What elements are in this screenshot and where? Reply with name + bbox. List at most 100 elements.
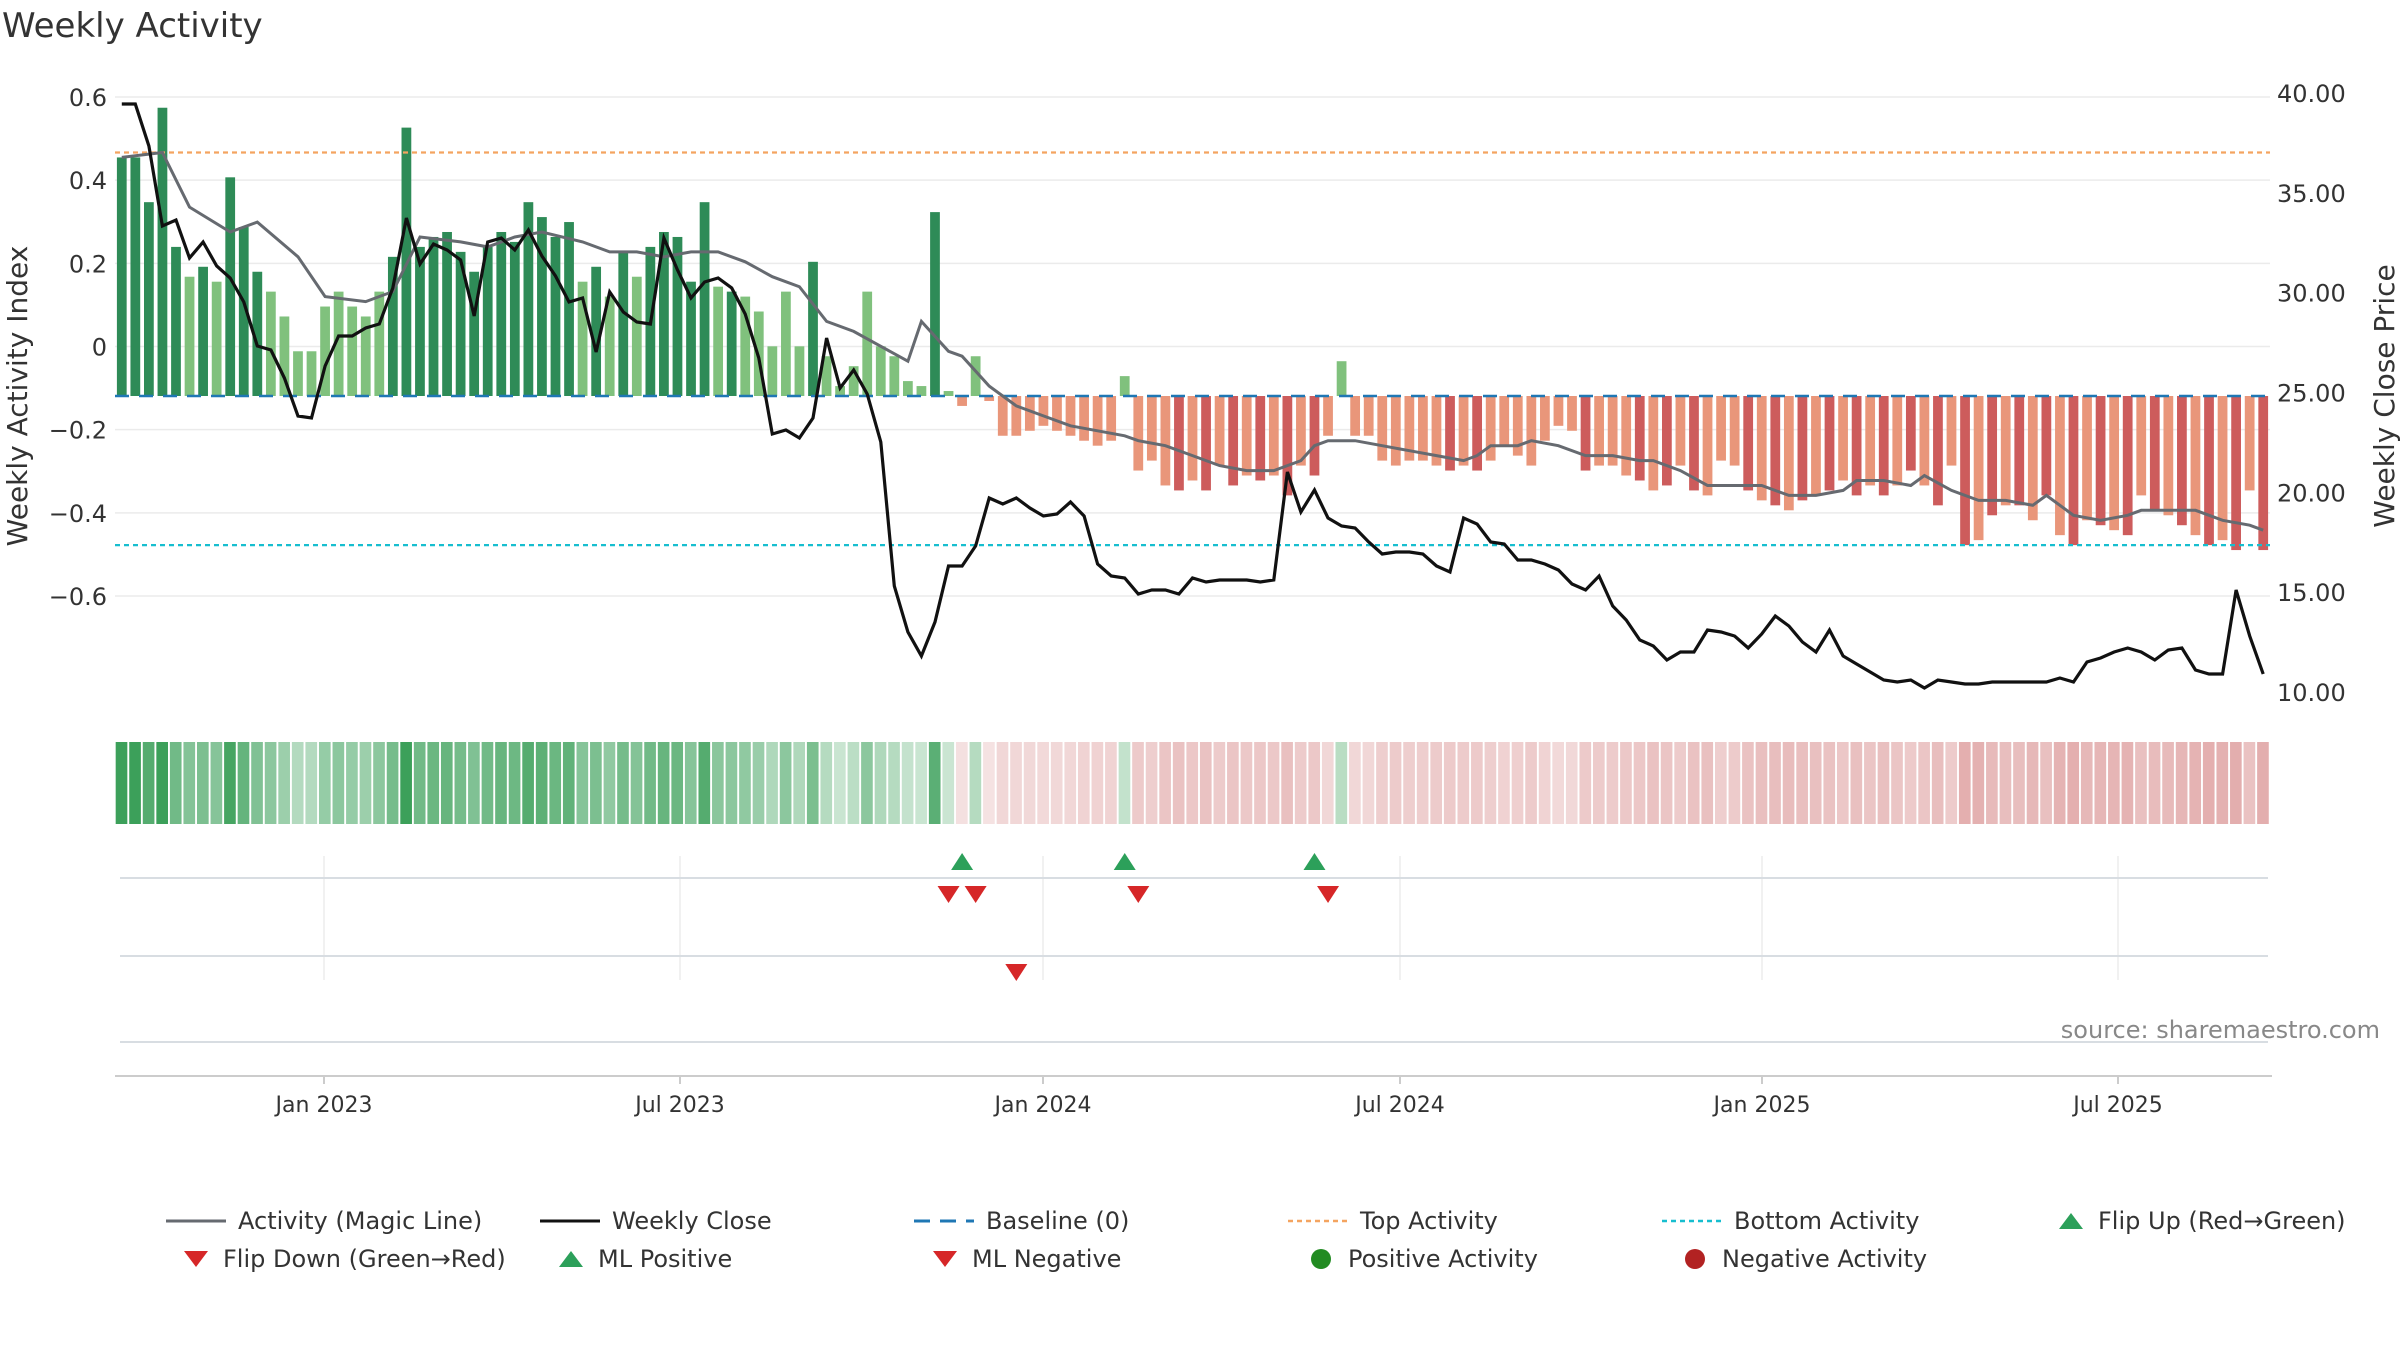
heat-strip-cell xyxy=(766,742,778,824)
heat-strip-cell xyxy=(1498,742,1510,824)
activity-bar xyxy=(2258,396,2269,551)
activity-bar xyxy=(2068,396,2079,546)
activity-bar xyxy=(1838,396,1848,481)
activity-bar xyxy=(1634,396,1645,481)
left-tick-label: 0 xyxy=(92,334,107,362)
heat-strip-cell xyxy=(2257,742,2269,824)
heat-strip-cell xyxy=(1389,742,1402,824)
heat-strip-cell xyxy=(1633,742,1646,824)
activity-bar xyxy=(1052,396,1062,431)
heat-strip-cell xyxy=(400,742,412,824)
grid-layer xyxy=(115,96,2270,980)
heat-strip-cell xyxy=(1931,742,1944,824)
heat-strip-cell xyxy=(1538,742,1551,824)
activity-bar xyxy=(1743,396,1754,491)
flip-down-marker xyxy=(1127,886,1150,903)
right-tick-label: 30.00 xyxy=(2277,280,2346,308)
legend-ml-positive: ML Positive xyxy=(556,1245,732,1273)
heat-strip-cell xyxy=(752,742,765,824)
source-label: source: sharemaestro.com xyxy=(2061,1016,2380,1044)
activity-bar xyxy=(415,246,425,396)
activity-bar xyxy=(564,222,574,396)
heat-strip-cell xyxy=(834,742,846,824)
activity-bar xyxy=(211,281,222,396)
activity-bar xyxy=(1390,396,1401,466)
heat-strip-cell xyxy=(1742,742,1754,824)
heat-strip-cell xyxy=(1227,742,1239,824)
heat-strip-cell xyxy=(1010,742,1022,824)
x-tick-label: Jan 2023 xyxy=(274,1093,373,1118)
activity-bar xyxy=(387,256,398,396)
heat-strip-cell xyxy=(955,742,968,824)
lines-layer xyxy=(115,102,2270,690)
heat-strip-cell xyxy=(1430,742,1443,824)
activity-bar xyxy=(2177,396,2187,526)
heat-strip-cell xyxy=(874,742,887,824)
heat-strip-cell xyxy=(779,742,792,824)
heat-strip-cell xyxy=(1199,742,1212,824)
activity-bar xyxy=(2244,396,2255,491)
heat-strip-cell xyxy=(983,742,995,824)
heat-strip-cell xyxy=(2148,742,2161,824)
heat-strip-cell xyxy=(1403,742,1415,824)
activity-bar xyxy=(509,241,520,396)
activity-bar xyxy=(523,202,534,396)
activity-bar xyxy=(1174,396,1184,491)
activity-bar xyxy=(1946,396,1957,466)
activity-bar xyxy=(1702,396,1713,496)
activity-bar xyxy=(225,177,236,396)
heat-strip-cell xyxy=(1321,742,1334,824)
activity-bar xyxy=(686,281,696,396)
activity-bar xyxy=(1824,396,1835,491)
magic-line xyxy=(121,150,2264,532)
activity-bar xyxy=(1431,396,1442,466)
legend-label: Baseline (0) xyxy=(986,1207,1130,1235)
heat-strip-cell xyxy=(1945,742,1958,824)
activity-bar xyxy=(184,276,195,396)
activity-bar xyxy=(1214,396,1225,466)
activity-bar xyxy=(726,291,737,396)
activity-bar xyxy=(1512,396,1523,456)
heat-strip-cell xyxy=(1823,742,1836,824)
activity-bar xyxy=(306,351,317,396)
activity-bar xyxy=(1472,396,1483,471)
activity-bar xyxy=(1024,396,1035,431)
activity-bar xyxy=(862,291,873,396)
activity-bar xyxy=(374,291,385,396)
activity-bar xyxy=(171,246,181,396)
activity-bar xyxy=(198,266,208,396)
heat-strip-cell xyxy=(1457,742,1470,824)
left-tick-label: 0.2 xyxy=(69,250,107,278)
activity-bar xyxy=(1878,396,1889,496)
flip-down-marker xyxy=(937,886,960,903)
activity-bar xyxy=(2217,396,2228,541)
flip-up-marker xyxy=(1113,853,1136,870)
activity-bar xyxy=(1729,396,1740,466)
heat-strip-cell xyxy=(1877,742,1890,824)
heat-strip-cell xyxy=(535,742,548,824)
legend-label: Weekly Close xyxy=(612,1207,772,1235)
activity-bar xyxy=(767,346,778,396)
heat-strip-cell xyxy=(1064,742,1077,824)
heat-strip-cell xyxy=(1362,742,1375,824)
heat-strip-cell xyxy=(942,742,955,824)
activity-bar xyxy=(957,396,967,406)
legend-label: ML Positive xyxy=(598,1245,733,1273)
heat-strip-cell xyxy=(210,742,223,824)
activity-bar xyxy=(672,236,683,396)
heat-strip-cell xyxy=(1904,742,1917,824)
legend-positive-activity: Positive Activity xyxy=(1306,1245,1538,1273)
activity-bar xyxy=(1119,376,1130,396)
activity-bar xyxy=(428,236,439,396)
heat-strip-cell xyxy=(2026,742,2039,824)
activity-bar xyxy=(550,236,561,396)
heat-strip-cell xyxy=(2108,742,2120,824)
legend-ml-negative: ML Negative xyxy=(930,1245,1121,1273)
activity-bar xyxy=(713,286,724,396)
activity-bar xyxy=(1553,396,1564,426)
activity-bar xyxy=(1187,396,1198,481)
heat-strip-cell xyxy=(1267,742,1280,824)
heat-strip-cell xyxy=(2189,742,2202,824)
x-tick-label: Jan 2025 xyxy=(1712,1093,1811,1118)
heat-strip-cell xyxy=(2135,742,2147,824)
